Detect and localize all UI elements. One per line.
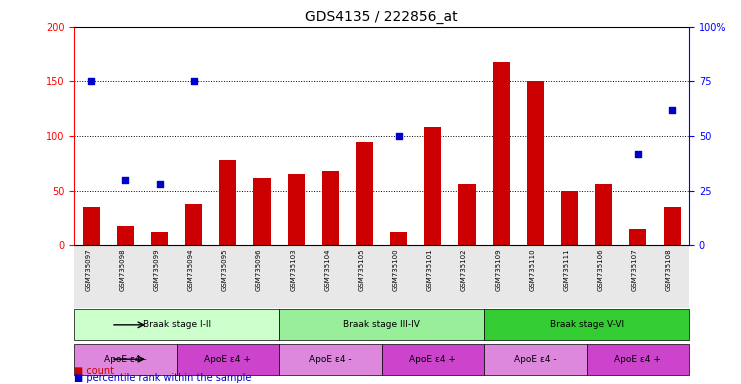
Text: GSM735101: GSM735101 [427,248,433,291]
Text: GSM735108: GSM735108 [666,248,672,291]
Text: Braak stage I-II: Braak stage I-II [142,320,210,329]
Point [325,0,336,4]
Text: GSM735103: GSM735103 [290,248,296,291]
Bar [185,204,202,245]
Text: GSM735105: GSM735105 [359,248,365,291]
Point [461,13,473,19]
Bar [493,62,510,245]
Bar [288,174,305,245]
Bar [663,207,680,245]
Point [85,78,97,84]
Text: ApoE ε4 +: ApoE ε4 + [614,355,661,364]
Bar [561,191,578,245]
Point [119,177,131,183]
FancyBboxPatch shape [484,310,689,340]
Bar [253,177,270,245]
Text: GSM735109: GSM735109 [495,248,501,291]
Text: GSM735111: GSM735111 [564,248,570,291]
Point [666,107,678,113]
Point [256,2,268,8]
Bar [117,226,134,245]
Text: ApoE ε4 -: ApoE ε4 - [104,355,147,364]
FancyBboxPatch shape [484,344,587,375]
Point [187,78,199,84]
FancyBboxPatch shape [382,344,484,375]
FancyBboxPatch shape [74,310,279,340]
Bar [391,232,408,245]
Text: GSM735096: GSM735096 [256,248,262,291]
Text: Braak stage III-IV: Braak stage III-IV [343,320,420,329]
Bar [629,229,646,245]
Text: GSM735102: GSM735102 [461,248,467,291]
Text: GSM735097: GSM735097 [85,248,91,291]
Text: ApoE ε4 -: ApoE ε4 - [514,355,556,364]
Text: GSM735099: GSM735099 [153,248,159,291]
FancyBboxPatch shape [587,344,689,375]
Bar [356,142,373,245]
Bar [322,171,339,245]
Bar [595,184,612,245]
FancyBboxPatch shape [279,310,484,340]
Text: GSM735095: GSM735095 [222,248,228,291]
Text: GSM735098: GSM735098 [119,248,125,291]
Bar [527,81,544,245]
Text: GSM735100: GSM735100 [393,248,399,291]
Text: GSM735110: GSM735110 [529,248,535,291]
Text: ■ count: ■ count [74,366,114,376]
Text: GSM735106: GSM735106 [598,248,604,291]
Text: ApoE ε4 +: ApoE ε4 + [205,355,251,364]
Bar [83,207,100,245]
Text: GSM735107: GSM735107 [632,248,638,291]
Bar [459,184,476,245]
Bar [219,160,236,245]
FancyBboxPatch shape [279,344,382,375]
Title: GDS4135 / 222856_at: GDS4135 / 222856_at [305,10,458,25]
Point [632,151,644,157]
FancyBboxPatch shape [74,344,176,375]
Text: Braak stage V-VI: Braak stage V-VI [550,320,624,329]
Text: GSM735094: GSM735094 [187,248,193,291]
Text: ApoE ε4 -: ApoE ε4 - [309,355,352,364]
Text: ■ percentile rank within the sample: ■ percentile rank within the sample [74,373,251,383]
FancyBboxPatch shape [176,344,279,375]
Point [153,181,165,187]
Point [393,133,405,139]
Text: GSM735104: GSM735104 [325,248,330,291]
Bar [425,127,442,245]
Text: ApoE ε4 +: ApoE ε4 + [410,355,456,364]
Bar [151,232,168,245]
